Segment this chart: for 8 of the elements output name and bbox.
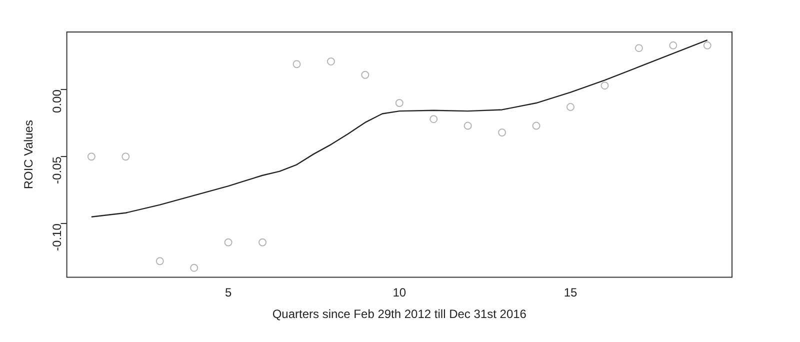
y-tick-label: -0.05: [50, 156, 64, 184]
y-axis-title: ROIC Values: [22, 120, 36, 190]
x-tick-label: 5: [224, 286, 232, 300]
x-axis-title: Quarters since Feb 29th 2012 till Dec 31st 2016: [272, 307, 527, 322]
y-tick-label: -0.10: [50, 223, 64, 251]
y-tick-label: 0.00: [50, 89, 64, 113]
x-tick-label: 10: [392, 286, 406, 300]
x-tick-label: 15: [564, 286, 578, 300]
